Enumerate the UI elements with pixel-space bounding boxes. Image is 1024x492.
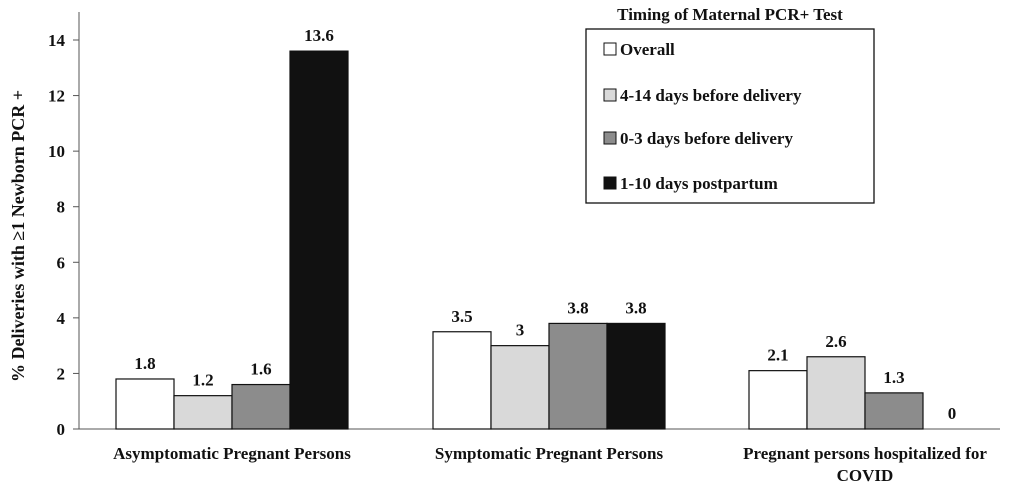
data-label: 3.5	[451, 307, 472, 326]
bar	[864, 392, 924, 430]
category-label: Pregnant persons hospitalized for	[743, 444, 987, 463]
data-label: 2.6	[825, 332, 846, 351]
bar	[432, 331, 492, 430]
legend-entry-label: 0-3 days before delivery	[620, 129, 793, 148]
bar	[173, 395, 233, 430]
bar	[115, 378, 175, 430]
legend-entry-label: 4-14 days before delivery	[620, 86, 802, 105]
data-label: 2.1	[767, 346, 788, 365]
legend-entry-label: Overall	[620, 40, 675, 59]
y-tick-label: 14	[48, 31, 66, 50]
y-tick-label: 12	[48, 87, 65, 106]
y-axis-label: % Deliveries with ≥1 Newborn PCR +	[8, 90, 28, 382]
data-label: 1.2	[192, 371, 213, 390]
bar	[806, 356, 866, 430]
legend-entry-label: 1-10 days postpartum	[620, 174, 778, 193]
legend-swatch	[603, 42, 617, 56]
data-label: 1.8	[134, 354, 155, 373]
bar	[748, 370, 808, 430]
data-label: 3.8	[625, 298, 646, 317]
category-label: Asymptomatic Pregnant Persons	[113, 444, 351, 463]
data-label: 1.3	[883, 368, 904, 387]
bar	[606, 322, 666, 430]
legend-swatch	[603, 88, 617, 102]
data-label: 3	[516, 321, 525, 340]
legend-swatch	[603, 131, 617, 145]
plot-area: 0 2 4 6 8 10 12 14 1.8 3.5 2.1 1.2 3 2.6 1.6 3.8 1.3 13.6…	[48, 12, 1000, 485]
legend-box	[585, 28, 875, 204]
category-label: COVID	[837, 466, 894, 485]
legend-title: Timing of Maternal PCR+ Test	[617, 5, 843, 24]
y-tick-label: 6	[57, 253, 66, 272]
data-label: 1.6	[250, 360, 271, 379]
y-tick-label: 0	[57, 420, 66, 439]
bar	[490, 345, 550, 430]
bar	[231, 383, 291, 430]
y-tick-label: 4	[57, 309, 66, 328]
bar	[548, 322, 608, 430]
y-tick-label: 10	[48, 142, 65, 161]
data-label: 3.8	[567, 298, 588, 317]
data-label: 13.6	[304, 26, 334, 45]
y-tick-label: 8	[57, 198, 66, 217]
y-tick-label: 2	[57, 364, 66, 383]
category-label: Symptomatic Pregnant Persons	[435, 444, 664, 463]
bar	[289, 50, 349, 430]
legend-swatch	[603, 176, 617, 190]
legend: Timing of Maternal PCR+ Test Overall 4-14 …	[585, 5, 875, 204]
data-label: 0	[948, 404, 957, 423]
